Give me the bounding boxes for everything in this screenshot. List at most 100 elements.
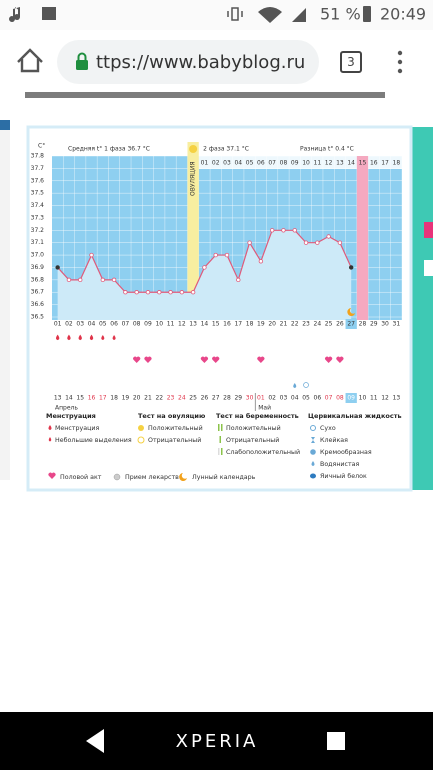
date: 25 <box>189 395 197 402</box>
cycle-day: 31 <box>393 321 401 328</box>
status-bar <box>0 0 433 30</box>
cycle-day: 22 <box>291 321 299 328</box>
legend-item: Половой акт <box>60 473 102 481</box>
temperature-point <box>89 252 94 258</box>
chart: 37.8 37.7 37.6 37.5 37.4 37.3 37.2 37.1 37.0 36.9… <box>31 142 403 481</box>
y-tick-label: 37.5 <box>31 190 45 197</box>
vibrate-icon <box>227 7 243 21</box>
y-tick-label: 37.1 <box>31 239 45 246</box>
date: 23 <box>167 395 175 402</box>
today-date-box <box>345 393 357 403</box>
cycle-day: 17 <box>234 321 242 328</box>
ovulation-label: ОВУЛЯЦИЯ <box>190 162 197 197</box>
cycle-day: 08 <box>133 321 141 328</box>
spotting-icon <box>112 335 116 340</box>
recents-button[interactable] <box>327 732 345 750</box>
y-tick-label: 37.3 <box>31 214 45 221</box>
phase2-day: 06 <box>257 160 265 167</box>
date: 01 <box>257 395 265 402</box>
right-pink <box>424 222 433 238</box>
y-tick-label: 37.0 <box>31 252 45 259</box>
date: 24 <box>178 395 186 402</box>
month: Апрель <box>55 405 78 412</box>
legend-item: Клейкая <box>320 436 348 444</box>
date: 29 <box>234 395 242 402</box>
legend-item: Яичный белок <box>320 472 367 480</box>
left-content <box>0 120 10 480</box>
watery-icon <box>293 383 297 388</box>
phase2-day: 11 <box>314 160 322 167</box>
y-tick-label: 36.9 <box>31 264 45 271</box>
cycle-day: 30 <box>381 321 389 328</box>
right-panel <box>412 127 433 490</box>
cycle-day: 01 <box>54 321 62 328</box>
temperature-point <box>55 265 60 270</box>
cycle-day: 13 <box>189 321 197 328</box>
legend-item: Положительный <box>226 424 281 432</box>
url-bar[interactable] <box>57 40 319 84</box>
legend-item: Отрицательный <box>226 436 279 444</box>
phase2-day: 14 <box>347 160 355 167</box>
legend-item: Прием лекарств <box>125 474 179 481</box>
temperature-point <box>303 240 309 245</box>
lock-icon <box>76 60 88 70</box>
intercourse-icon <box>200 356 208 363</box>
temperature-point <box>157 290 162 295</box>
y-unit: С° <box>38 143 45 150</box>
temperature-point <box>292 228 297 233</box>
cycle-day: 23 <box>302 321 310 328</box>
legend-title: Менструация <box>46 412 96 420</box>
cycle-day: 25 <box>325 321 333 328</box>
phase2-day: 10 <box>302 160 310 167</box>
cycle-day: 29 <box>370 321 378 328</box>
spotting-icon <box>101 335 105 340</box>
temperature-point <box>168 290 173 295</box>
intercourse-icon <box>144 356 152 363</box>
temperature-point <box>315 240 320 245</box>
menu-button[interactable] <box>397 50 403 74</box>
temperature-point <box>258 259 264 264</box>
home-button[interactable] <box>17 48 43 73</box>
date: 13 <box>54 395 62 402</box>
legend-item: Положительный <box>148 424 203 432</box>
date: 12 <box>381 395 389 402</box>
y-tick-label: 36.8 <box>31 276 45 283</box>
cycle-day: 04 <box>88 321 96 328</box>
legend-item: Водянистая <box>320 461 360 468</box>
legend-title: Тест на овуляцию <box>138 412 206 420</box>
y-tick-label: 36.7 <box>31 289 45 296</box>
tabs-button[interactable] <box>340 51 362 73</box>
phase2-day: 08 <box>280 160 288 167</box>
cycle-day: 03 <box>76 321 84 328</box>
cycle-day: 21 <box>280 321 288 328</box>
temperature-point <box>224 252 230 258</box>
date: 18 <box>110 395 118 402</box>
cycle-day: 28 <box>359 321 367 328</box>
cycle-day: 19 <box>257 321 265 328</box>
tabs-count: 3 <box>347 55 355 69</box>
temperature-point <box>202 265 207 270</box>
brand: XPERIA <box>176 731 259 752</box>
legend-item: Менструация <box>55 425 100 432</box>
temperature-point <box>179 290 185 295</box>
temperature-point <box>134 290 139 295</box>
y-tick-label: 36.5 <box>31 314 45 321</box>
temperature-point <box>281 228 286 233</box>
battery-icon <box>363 6 371 22</box>
cycle-day: 02 <box>65 321 73 328</box>
menstruation-icon <box>55 334 60 341</box>
back-button[interactable] <box>86 729 104 753</box>
cycle-day: 20 <box>268 321 276 328</box>
phase2-day: 15 <box>359 160 367 167</box>
right-white <box>424 260 433 276</box>
phase2-day: 05 <box>246 160 254 167</box>
date: 05 <box>302 395 310 402</box>
ovulation-column <box>187 142 199 320</box>
temperature-point <box>66 277 72 283</box>
cycle-day: 05 <box>99 321 107 328</box>
header-row <box>52 142 402 156</box>
temperature-point <box>123 290 128 295</box>
phase2-day: 12 <box>325 160 333 167</box>
temperature-point <box>348 265 354 270</box>
